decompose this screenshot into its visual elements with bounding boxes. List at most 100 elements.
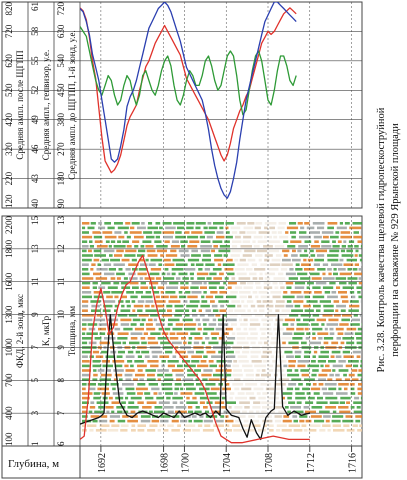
- vdl-stroke: [305, 337, 310, 340]
- scale-tick-label: 1: [30, 442, 40, 447]
- vdl-stroke: [200, 304, 210, 308]
- vdl-stroke: [202, 332, 208, 335]
- vdl-stroke: [200, 245, 212, 248]
- vdl-stroke: [128, 263, 139, 266]
- vdl-stroke: [292, 249, 296, 253]
- scale-tick-label: 720: [4, 24, 14, 38]
- vdl-stroke: [114, 327, 121, 331]
- vdl-stroke: [137, 383, 146, 386]
- vdl-stroke: [289, 222, 297, 225]
- vdl-stroke: [147, 373, 155, 377]
- vdl-stroke: [184, 268, 196, 271]
- vdl-stroke: [122, 383, 134, 386]
- vdl-stroke: [211, 304, 218, 308]
- vdl-stroke: [180, 240, 188, 243]
- vdl-stroke: [322, 272, 326, 276]
- vdl-stroke: [124, 254, 136, 257]
- vdl-stroke: [282, 341, 286, 345]
- vdl-stroke: [348, 281, 357, 285]
- fkd-panel: 100 400 700 1000 1300 1600 1800 2200 ФКД, 2-й зо…: [1, 215, 363, 447]
- vdl-stroke: [312, 383, 317, 386]
- vdl-stroke: [186, 396, 190, 400]
- vdl-stroke: [158, 392, 162, 395]
- vdl-stroke: [139, 277, 143, 280]
- vdl-stroke: [313, 235, 322, 239]
- vdl-stroke: [237, 263, 249, 266]
- vdl-stroke: [275, 387, 285, 391]
- vdl-stroke: [174, 387, 180, 391]
- vdl-stroke: [142, 406, 152, 409]
- vdl-stroke: [246, 231, 257, 234]
- fkd-scale-rows: 100 400 700 1000 1300 1600 1800 2200 ФКД, 2-й зо…: [4, 216, 81, 447]
- vdl-stroke: [191, 309, 197, 312]
- vdl-stroke: [144, 304, 150, 308]
- vdl-stroke: [274, 369, 285, 372]
- vdl-stroke: [312, 222, 325, 225]
- vdl-stroke: [154, 410, 165, 414]
- vdl-stroke: [213, 424, 224, 427]
- vdl-stroke: [164, 327, 171, 331]
- vdl-stroke: [327, 226, 334, 230]
- vdl-stroke: [202, 254, 211, 257]
- vdl-stroke: [93, 249, 102, 253]
- vdl-stroke: [287, 373, 300, 377]
- vdl-stroke: [316, 318, 326, 322]
- vdl-stroke: [312, 286, 321, 289]
- vdl-stroke: [237, 304, 242, 308]
- vdl-stroke: [240, 281, 246, 285]
- vdl-stroke: [331, 291, 337, 294]
- vdl-stroke: [361, 249, 362, 253]
- vdl-stroke: [140, 419, 151, 423]
- scale-tick-label: 52: [30, 86, 40, 95]
- vdl-stroke: [147, 429, 156, 432]
- vdl-stroke: [122, 240, 129, 243]
- vdl-stroke: [255, 281, 261, 285]
- vdl-stroke: [351, 295, 356, 299]
- vdl-stroke: [98, 323, 109, 326]
- vdl-stroke: [147, 226, 158, 230]
- vdl-stroke: [318, 337, 323, 340]
- vdl-stroke: [291, 235, 296, 239]
- vdl-stroke: [343, 355, 354, 358]
- vdl-stroke: [286, 327, 295, 331]
- vdl-stroke: [325, 364, 330, 368]
- vdl-stroke: [354, 332, 362, 335]
- vdl-stroke: [268, 424, 274, 427]
- vdl-stroke: [198, 268, 203, 271]
- vdl-stroke: [303, 355, 310, 358]
- vdl-stroke: [256, 410, 260, 414]
- scale-tick-label: 2200: [4, 216, 14, 235]
- vdl-stroke: [125, 378, 132, 381]
- vdl-stroke: [356, 406, 361, 409]
- vdl-stroke: [260, 263, 268, 266]
- vdl-stroke: [82, 341, 88, 345]
- vdl-stroke: [82, 378, 90, 381]
- vdl-stroke: [349, 304, 360, 308]
- vdl-stroke: [169, 281, 179, 285]
- vdl-stroke: [224, 268, 234, 271]
- vdl-stroke: [303, 291, 312, 294]
- vdl-stroke: [359, 258, 362, 262]
- vdl-stroke: [323, 415, 331, 418]
- vdl-stroke: [224, 240, 230, 243]
- vdl-stroke: [131, 300, 136, 303]
- vdl-stroke: [299, 419, 305, 423]
- vdl-stroke: [180, 419, 188, 423]
- vdl-stroke: [253, 245, 260, 248]
- vdl-stroke: [225, 222, 234, 225]
- vdl-stroke: [287, 245, 296, 248]
- vdl-stroke: [208, 341, 219, 345]
- vdl-stroke: [144, 355, 150, 358]
- vdl-stroke: [132, 309, 136, 312]
- vdl-stroke: [162, 231, 175, 234]
- vdl-stroke: [184, 323, 197, 326]
- vdl-stroke: [286, 286, 292, 289]
- vdl-stroke: [263, 235, 267, 239]
- vdl-stroke: [342, 419, 354, 423]
- vdl-stroke: [343, 240, 347, 243]
- vdl-stroke: [209, 364, 217, 368]
- vdl-stroke: [91, 304, 100, 308]
- vdl-stroke: [210, 387, 220, 391]
- vdl-stroke: [179, 295, 187, 299]
- vdl-stroke: [360, 245, 362, 248]
